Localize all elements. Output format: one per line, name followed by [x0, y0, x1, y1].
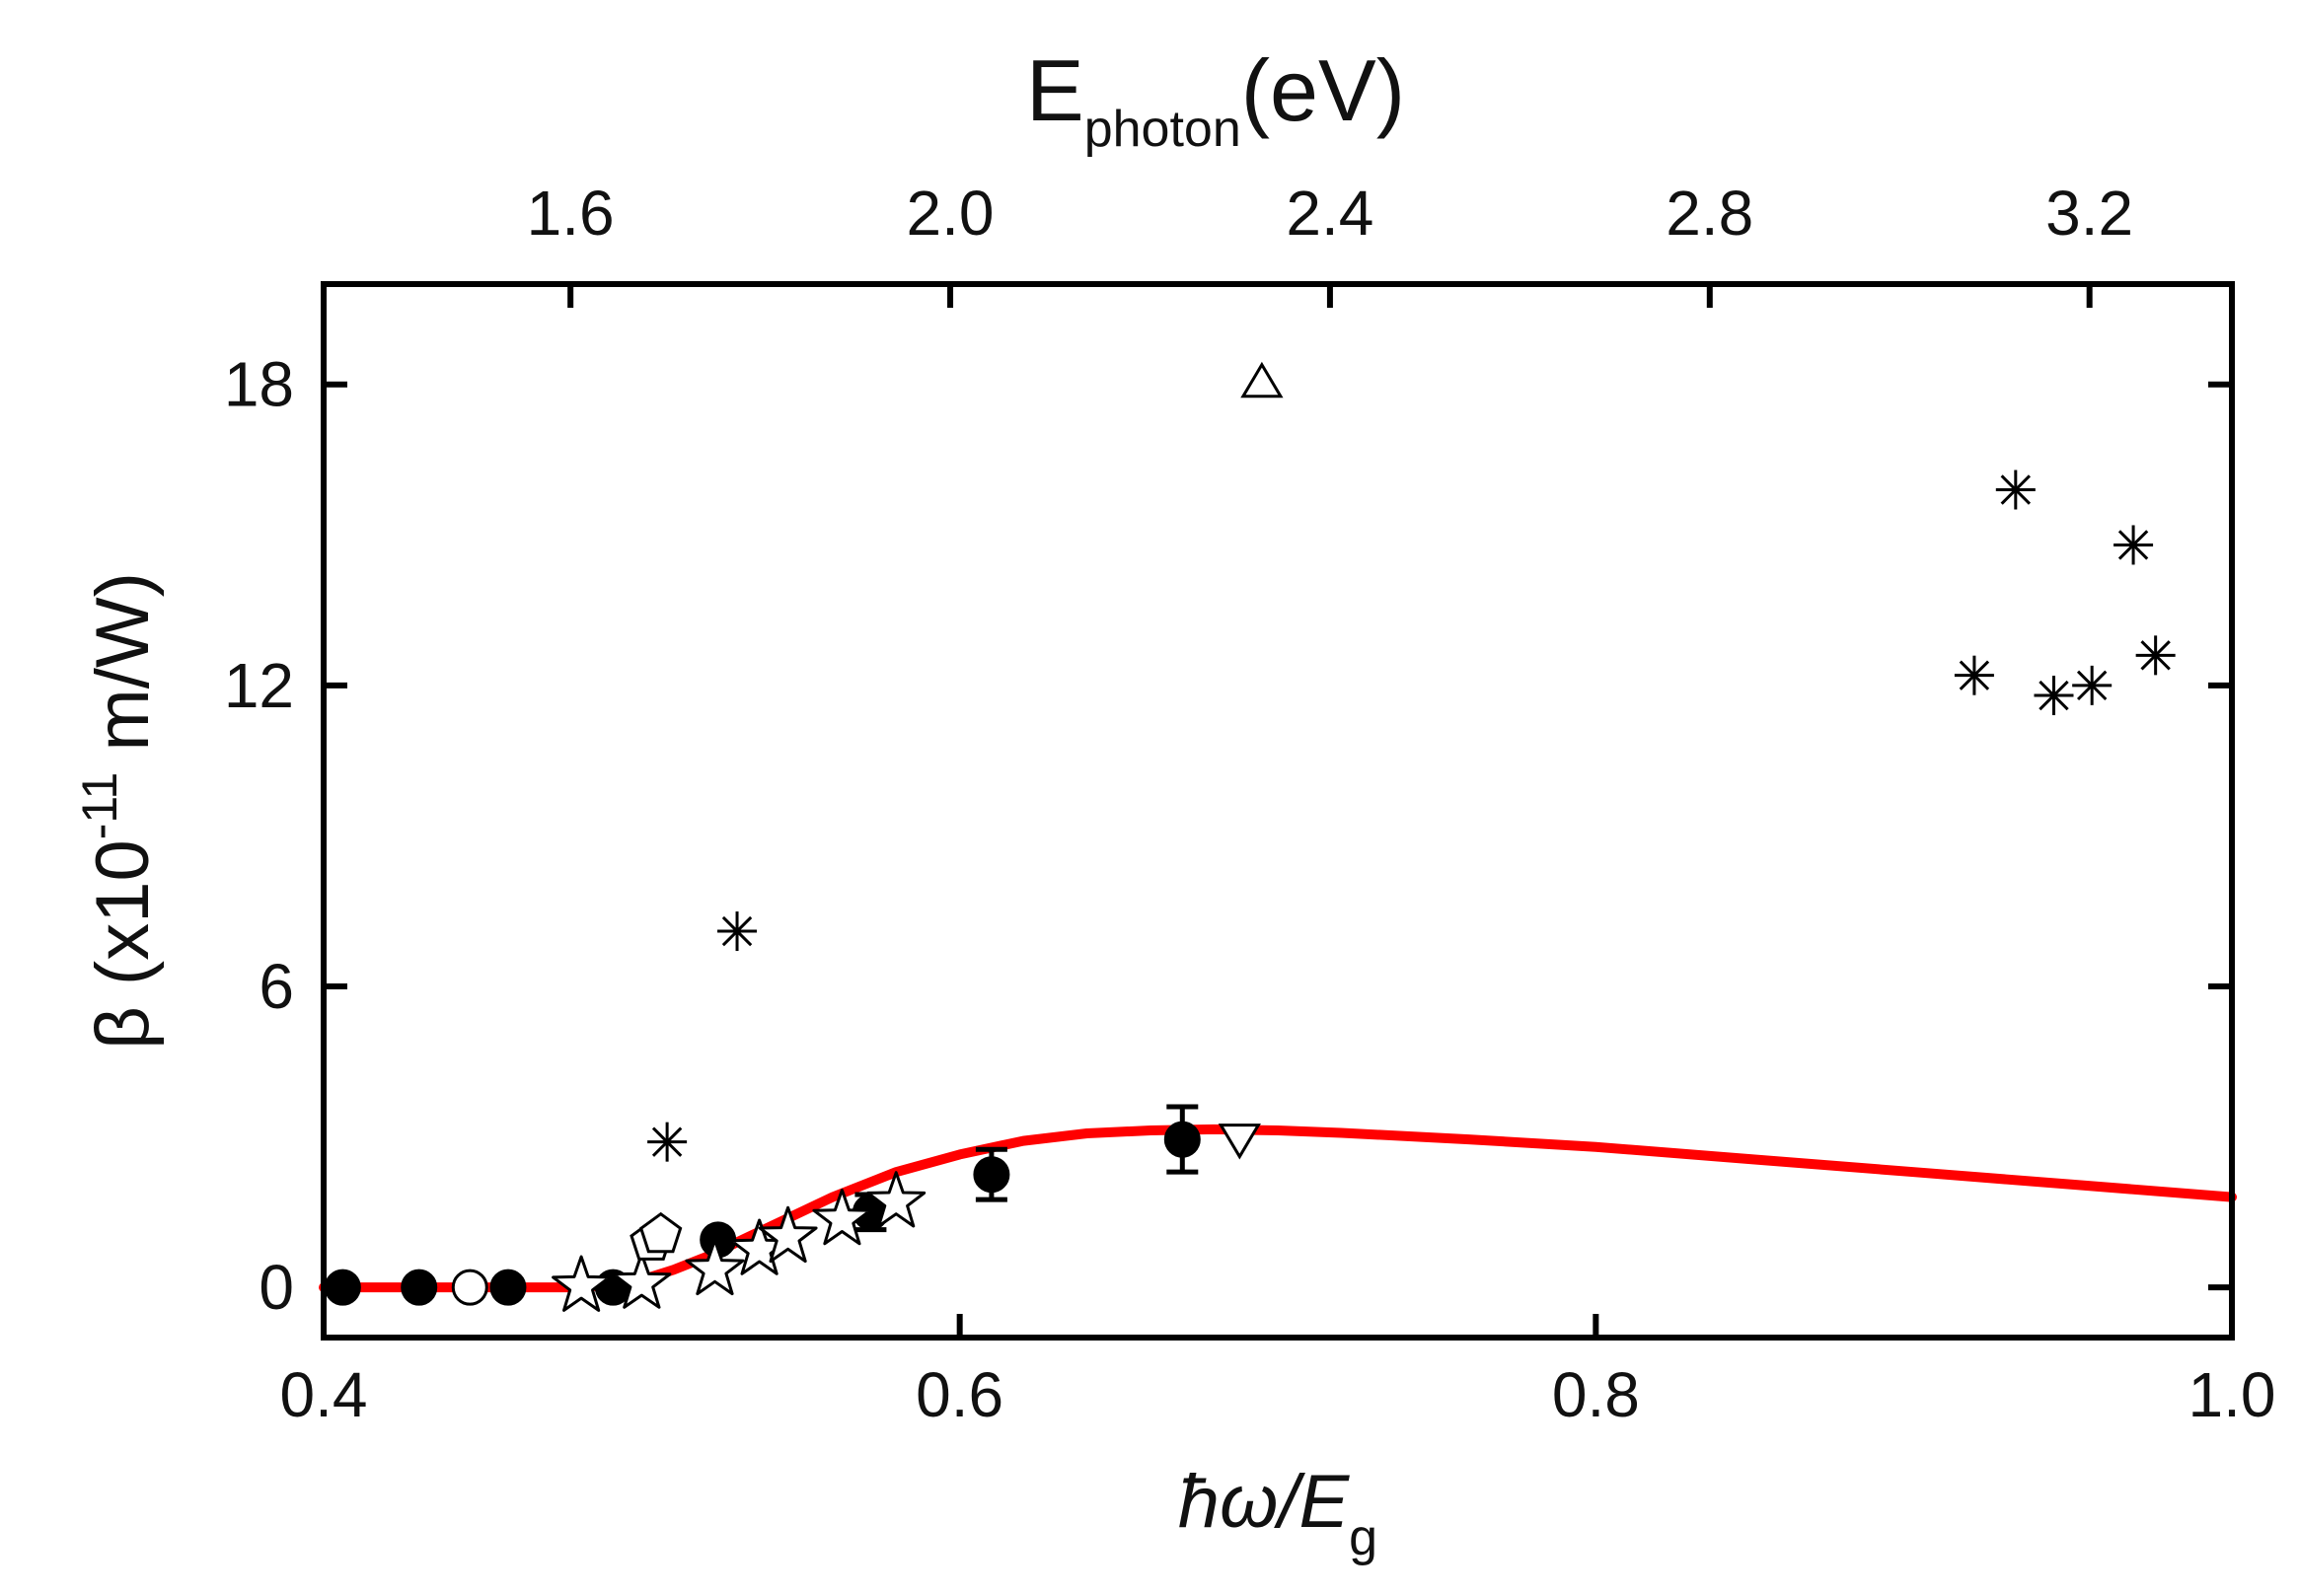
top-tick-label: 1.6 [527, 178, 615, 249]
filled-circles-point [973, 1156, 1010, 1194]
filled-circles-point [489, 1269, 527, 1306]
top-axis-title-tail: (eV) [1241, 41, 1405, 139]
top-axis-title-sub: photon [1084, 101, 1241, 158]
x-tick-label: 0.6 [916, 1359, 1003, 1430]
top-axis-title-main: E [1026, 41, 1084, 139]
x-tick-label: 1.0 [2188, 1359, 2276, 1430]
triangle-up-point [1240, 361, 1284, 399]
y-axis-title-main: β (x10 [81, 839, 165, 1050]
y-axis-title-tail: m/W) [81, 572, 165, 772]
asterisks-point [1995, 470, 2036, 510]
stars-point [812, 1189, 872, 1246]
y-tick-label: 0 [259, 1252, 294, 1323]
stars-point [758, 1205, 818, 1264]
pentagons-point [638, 1211, 683, 1254]
y-tick-label: 6 [259, 951, 294, 1022]
fit-curve [319, 1124, 2237, 1293]
y-axis-title-sup: -11 [72, 772, 127, 840]
asterisks-point [2072, 665, 2113, 705]
x-tick-label: 0.8 [1552, 1359, 1640, 1430]
stars-point [552, 1255, 612, 1312]
asterisks-point [2135, 635, 2176, 676]
asterisks-point [1954, 655, 1994, 695]
y-tick-label: 18 [224, 349, 294, 420]
x-tick-label: 0.4 [280, 1359, 368, 1430]
x-axis-title: ħω/Eg [1178, 1460, 1377, 1566]
top-tick-label: 2.0 [907, 178, 995, 249]
filled-circles-point [1163, 1121, 1201, 1158]
asterisks-point [717, 911, 758, 952]
x-axis-title-sub: g [1349, 1509, 1377, 1566]
open-circle-point [451, 1269, 488, 1306]
asterisks-point [647, 1122, 688, 1162]
top-tick-label: 3.2 [2045, 178, 2133, 249]
stars-point [685, 1238, 745, 1296]
top-tick-label: 2.4 [1286, 178, 1373, 249]
asterisks-point [2034, 676, 2074, 716]
plot-frame [321, 281, 2235, 1341]
stars-point [612, 1252, 672, 1309]
triangle-down-point [1218, 1124, 1261, 1160]
y-axis-title: β (x10-11 m/W) [72, 572, 165, 1050]
stars-point [866, 1171, 927, 1228]
top-axis-title: Ephoton(eV) [1026, 41, 1405, 158]
x-axis-title-main: ħω/E [1178, 1460, 1351, 1544]
filled-circles-point [401, 1269, 438, 1306]
top-tick-label: 2.8 [1666, 178, 1753, 249]
asterisks-point [2114, 525, 2154, 565]
y-tick-label: 12 [224, 650, 294, 721]
